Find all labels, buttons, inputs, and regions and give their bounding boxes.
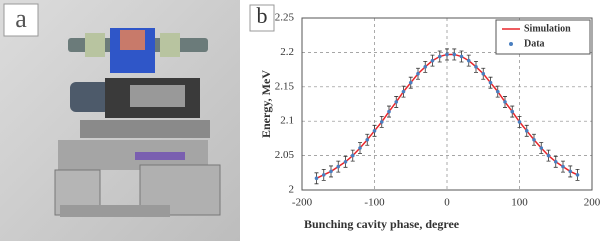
x-tick-label: 0: [444, 197, 450, 209]
data-point: [554, 160, 558, 164]
legend-swatch: [509, 42, 513, 46]
data-point: [547, 154, 551, 158]
data-point: [394, 100, 398, 104]
panel-label: b: [257, 3, 268, 28]
data-point: [518, 120, 522, 124]
y-tick-label: 2.15: [275, 80, 295, 92]
y-tick-label: 2.2: [280, 46, 294, 58]
legend-label: Data: [524, 38, 545, 49]
data-point: [445, 53, 449, 57]
data-point: [496, 90, 500, 94]
x-tick-label: 100: [511, 197, 528, 209]
data-point: [351, 154, 355, 158]
panel-label: a: [15, 4, 27, 33]
data-point: [358, 146, 362, 150]
legend-label: Simulation: [524, 23, 571, 34]
y-tick-label: 2: [289, 184, 295, 196]
data-point: [539, 146, 543, 150]
data-point: [336, 165, 340, 169]
y-tick-label: 2.25: [275, 12, 295, 24]
data-point: [561, 165, 565, 169]
data-point: [387, 110, 391, 114]
x-tick-label: 200: [584, 197, 601, 209]
data-point: [409, 81, 413, 85]
data-point: [315, 177, 319, 181]
data-point: [373, 129, 377, 133]
data-point: [481, 72, 485, 76]
data-point: [329, 170, 333, 174]
data-point: [344, 160, 348, 164]
data-point: [438, 55, 442, 59]
data-point: [510, 110, 514, 114]
data-point: [474, 65, 478, 69]
figure: a b Bunching cavity phase, degree Energy…: [0, 0, 604, 241]
data-point: [365, 138, 369, 142]
y-tick-label: 2.1: [280, 115, 294, 127]
data-point: [532, 138, 536, 142]
data-point: [402, 90, 406, 94]
data-point: [525, 129, 529, 133]
data-point: [503, 100, 507, 104]
data-point: [322, 173, 326, 177]
y-tick-label: 2.05: [275, 149, 295, 161]
x-axis-label: Bunching cavity phase, degree: [304, 217, 460, 231]
cad-panel: a: [0, 0, 240, 241]
data-point: [460, 55, 464, 59]
data-point: [431, 59, 435, 63]
x-tick-label: -100: [364, 197, 385, 209]
x-tick-label: -200: [292, 197, 313, 209]
data-point: [416, 72, 420, 76]
y-axis-label: Energy, MeV: [259, 70, 273, 138]
data-point: [489, 81, 493, 85]
data-point: [568, 170, 572, 174]
data-point: [452, 53, 456, 57]
data-point: [576, 173, 580, 177]
data-point: [423, 65, 427, 69]
data-point: [467, 59, 471, 63]
data-point: [380, 120, 384, 124]
